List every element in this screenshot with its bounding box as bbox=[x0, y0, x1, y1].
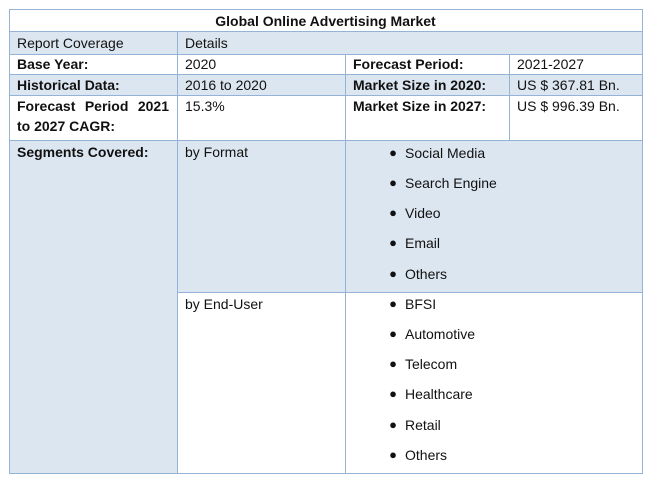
bullet-icon: ● bbox=[389, 175, 397, 190]
bullet-icon: ● bbox=[389, 447, 397, 462]
grid-line bbox=[9, 54, 643, 55]
grid-line bbox=[177, 31, 178, 474]
grid-line bbox=[9, 140, 643, 141]
bullet-icon: ● bbox=[389, 417, 397, 432]
grid-line bbox=[9, 473, 643, 474]
bullet-icon: ● bbox=[389, 356, 397, 371]
market-size-2020-label: Market Size in 2020: bbox=[345, 74, 509, 95]
table-title: Global Online Advertising Market bbox=[215, 13, 436, 29]
bullet-icon: ● bbox=[389, 266, 397, 281]
bullet-icon: ● bbox=[389, 386, 397, 401]
historical-data-value: 2016 to 2020 bbox=[177, 74, 345, 95]
header-label: Report Coverage bbox=[9, 31, 177, 54]
market-size-2020-value: US $ 367.81 Bn. bbox=[509, 74, 642, 95]
historical-data-label: Historical Data: bbox=[9, 74, 177, 95]
segment-group-end-user: by End-User bbox=[185, 296, 263, 312]
bullet-icon: ● bbox=[389, 235, 397, 250]
grid-line bbox=[9, 9, 643, 10]
segments-label: Segments Covered: bbox=[9, 140, 177, 474]
segment-group-format: by Format bbox=[177, 140, 345, 292]
segment-format-list: ● Social Media ● Search Engine ● Video ● Ema… bbox=[345, 140, 642, 292]
market-size-2027-label: Market Size in 2027: bbox=[353, 98, 487, 114]
grid-line bbox=[9, 31, 643, 32]
cagr-label: Forecast Period 2021 to 2027 CAGR: bbox=[17, 98, 169, 134]
grid-line bbox=[642, 9, 643, 474]
grid-line bbox=[9, 74, 643, 75]
bullet-icon: ● bbox=[389, 205, 397, 220]
forecast-period-label: Forecast Period: bbox=[353, 56, 464, 72]
forecast-period-value: 2021-2027 bbox=[517, 56, 584, 72]
cagr-value: 15.3% bbox=[185, 98, 225, 114]
grid-line bbox=[9, 95, 643, 96]
segment-end-user-list: ● BFSI ● Automotive ● Telecom ● Healthcare ●… bbox=[345, 292, 642, 474]
market-report-table: Global Online Advertising Market Report … bbox=[9, 9, 643, 474]
base-year-label: Base Year: bbox=[17, 56, 89, 72]
grid-line bbox=[509, 54, 510, 140]
base-year-value: 2020 bbox=[185, 56, 217, 72]
grid-line bbox=[9, 9, 10, 474]
bullet-icon: ● bbox=[389, 145, 397, 160]
grid-line bbox=[177, 292, 643, 293]
bullet-icon: ● bbox=[389, 296, 397, 311]
bullet-icon: ● bbox=[389, 326, 397, 341]
grid-line bbox=[345, 54, 346, 474]
header-value: Details bbox=[177, 31, 642, 54]
market-size-2027-value: US $ 996.39 Bn. bbox=[517, 98, 620, 114]
